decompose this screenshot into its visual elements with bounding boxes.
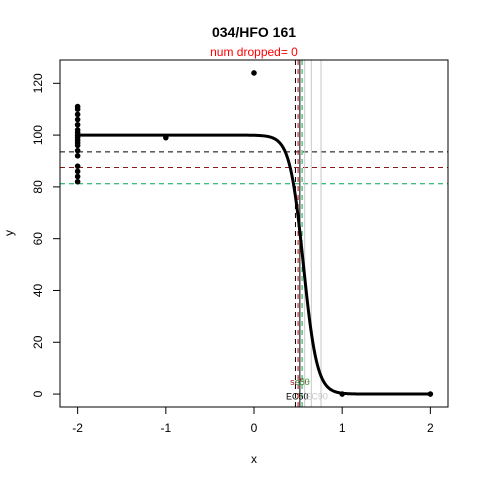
data-point-13 bbox=[75, 153, 81, 159]
y-tick-label-3: 60 bbox=[31, 232, 45, 246]
chart-title: 034/HFO 161 bbox=[212, 24, 296, 40]
data-point-17 bbox=[75, 179, 81, 185]
y-tick-label-6: 120 bbox=[31, 73, 45, 93]
x-tick-label-0: -2 bbox=[72, 421, 83, 435]
annotation-1: sd3 bbox=[295, 377, 310, 387]
y-tick-label-1: 20 bbox=[31, 335, 45, 349]
x-tick-label-1: -1 bbox=[160, 421, 171, 435]
x-tick-label-2: 0 bbox=[251, 421, 258, 435]
data-point-12 bbox=[75, 148, 81, 154]
data-point-19 bbox=[251, 70, 257, 76]
x-tick-label-3: 1 bbox=[339, 421, 346, 435]
data-point-15 bbox=[75, 169, 81, 175]
data-point-20 bbox=[339, 391, 345, 397]
chart-subtitle: num dropped= 0 bbox=[210, 45, 298, 59]
x-axis-label: x bbox=[251, 452, 257, 466]
y-tick-label-5: 100 bbox=[31, 125, 45, 145]
data-point-3 bbox=[75, 117, 81, 123]
fit-curve bbox=[78, 135, 431, 394]
annotation-3: EC90 bbox=[305, 391, 328, 401]
x-tick-label-4: 2 bbox=[427, 421, 434, 435]
data-point-1 bbox=[75, 106, 81, 112]
plot-frame bbox=[60, 60, 448, 407]
data-point-16 bbox=[75, 174, 81, 180]
data-point-2 bbox=[75, 112, 81, 118]
data-point-21 bbox=[428, 391, 434, 397]
y-tick-label-2: 40 bbox=[31, 283, 45, 297]
data-point-4 bbox=[75, 122, 81, 128]
data-point-14 bbox=[75, 163, 81, 169]
y-tick-label-4: 80 bbox=[31, 180, 45, 194]
data-point-11 bbox=[75, 143, 81, 149]
data-point-18 bbox=[163, 135, 169, 141]
y-tick-label-0: 0 bbox=[31, 390, 45, 397]
y-axis-label: y bbox=[2, 230, 16, 236]
